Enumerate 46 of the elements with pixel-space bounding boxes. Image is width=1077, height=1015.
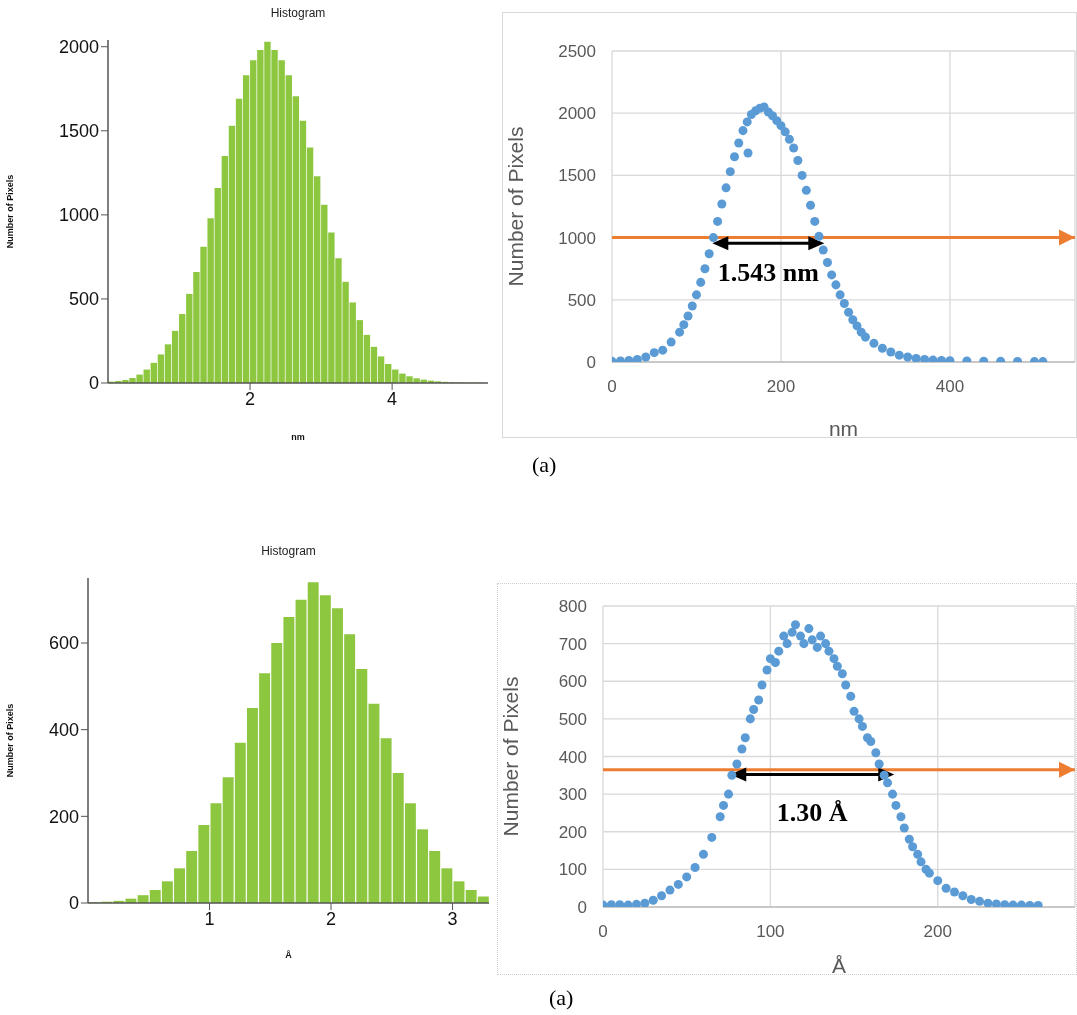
y-tick-label: 600 <box>48 633 79 654</box>
x-tick-label: 200 <box>923 922 952 942</box>
x-axis-title: nm <box>291 432 305 442</box>
x-axis-title: nm <box>828 417 859 440</box>
y-tick-label: 500 <box>567 290 596 310</box>
x-tick-label: 2 <box>326 908 337 929</box>
y-tick-label: 0 <box>68 893 79 914</box>
y-tick-label: 200 <box>48 806 79 827</box>
y-tick-label: 1000 <box>58 205 99 226</box>
y-tick-label: 1000 <box>558 228 596 248</box>
y-tick-label: 100 <box>558 860 587 880</box>
x-tick-label: 200 <box>766 377 796 397</box>
y-tick-label: 700 <box>558 634 587 654</box>
annotation: 1.543 nm <box>717 258 820 288</box>
y-tick-label: 0 <box>586 353 596 373</box>
text: (a) <box>532 452 557 478</box>
y-tick-label: 800 <box>558 597 587 617</box>
y-tick-label: 400 <box>48 720 79 741</box>
x-tick-label: 2 <box>245 388 256 409</box>
y-tick-label: 1500 <box>558 166 596 186</box>
x-tick-label: 4 <box>387 388 398 409</box>
y-tick-label: 300 <box>558 785 587 805</box>
x-tick-label: 400 <box>935 377 965 397</box>
y-tick-label: 500 <box>68 289 99 310</box>
y-tick-label: 2000 <box>558 104 596 124</box>
x-tick-label: 100 <box>756 922 785 942</box>
x-tick-label: 0 <box>607 377 617 397</box>
text: (a) <box>549 985 574 1011</box>
x-axis-title: Å <box>831 954 847 977</box>
x-tick-label: 3 <box>447 908 458 929</box>
y-tick-label: 600 <box>558 672 587 692</box>
y-tick-label: 500 <box>558 709 587 729</box>
y-tick-label: 200 <box>558 822 587 842</box>
y-axis-title: Number of Pixels <box>499 676 523 837</box>
y-tick-label: 1500 <box>58 121 99 142</box>
y-axis-title: Number of Pixels <box>5 174 16 249</box>
chart-title: Histogram <box>269 6 327 20</box>
chart-title: Histogram <box>260 544 317 558</box>
annotation: 1.30 Å <box>776 797 848 827</box>
x-tick-label: 1 <box>204 908 215 929</box>
y-axis-title: Number of Pixels <box>504 126 528 287</box>
y-tick-label: 2500 <box>558 42 596 62</box>
y-axis-title: Number of Pixels <box>5 703 16 778</box>
y-tick-label: 2000 <box>58 37 99 58</box>
y-tick-label: 400 <box>558 747 587 767</box>
x-axis-title: Å <box>285 950 293 960</box>
